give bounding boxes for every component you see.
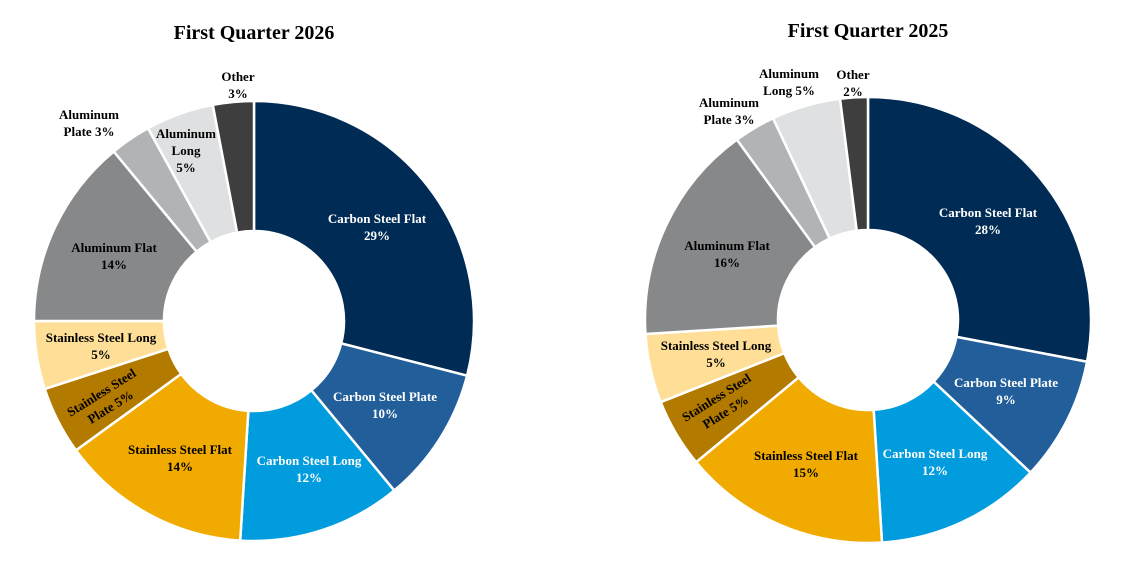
donut-chart-2026: Carbon Steel Flat 29% Carbon Steel Plate 10… <box>32 69 476 543</box>
slice-label-aluminum-flat: Aluminum Flat 14% <box>71 240 157 272</box>
slice-other <box>211 99 256 235</box>
slice-label-carbon-steel-plate: Carbon Steel Plate 9% <box>954 375 1058 407</box>
slice-label-carbon-steel-long: Carbon Steel Long 12% <box>257 453 362 485</box>
slice-label-other: Other 2% <box>836 67 869 99</box>
donut-chart-2025: Carbon Steel Flat 28% Carbon Steel Plate 9%… <box>643 66 1093 545</box>
slice-carbon-steel-flat <box>252 99 476 378</box>
slice-label-aluminum-long: Aluminum Long 5% <box>759 66 819 98</box>
slice-label-carbon-steel-flat: Carbon Steel Flat 29% <box>328 211 427 243</box>
chart-title-2025: First Quarter 2025 <box>788 20 949 42</box>
slice-carbon-steel-long <box>238 388 396 543</box>
slice-label-carbon-steel-plate: Carbon Steel Plate 10% <box>333 389 437 421</box>
slice-stainless-steel-flat <box>694 375 884 545</box>
slice-label-stainless-steel-long: Stainless Steel Long 5% <box>661 338 772 370</box>
slice-label-carbon-steel-long: Carbon Steel Long 12% <box>883 446 988 478</box>
slice-label-carbon-steel-flat: Carbon Steel Flat 28% <box>939 205 1038 237</box>
slice-stainless-steel-flat <box>74 372 250 542</box>
slice-aluminum-flat <box>32 149 199 323</box>
slice-label-other: Other 3% <box>221 69 254 101</box>
slice-label-aluminum-long: Aluminum Long 5% <box>156 126 216 175</box>
chart-title-2026: First Quarter 2026 <box>174 22 335 44</box>
slice-label-aluminum-plate: Aluminum Plate 3% <box>59 107 119 139</box>
slice-label-aluminum-flat: Aluminum Flat 16% <box>684 238 770 270</box>
slice-label-stainless-steel-long: Stainless Steel Long 5% <box>46 330 157 362</box>
slice-aluminum-flat <box>643 137 817 336</box>
slice-carbon-steel-long <box>872 379 1033 544</box>
slice-label-stainless-steel-flat: Stainless Steel Flat 14% <box>128 442 233 474</box>
slice-other <box>838 95 870 233</box>
slice-label-aluminum-plate: Aluminum Plate 3% <box>699 95 759 127</box>
slice-carbon-steel-flat <box>866 95 1093 364</box>
slice-label-stainless-steel-flat: Stainless Steel Flat 15% <box>754 448 859 480</box>
